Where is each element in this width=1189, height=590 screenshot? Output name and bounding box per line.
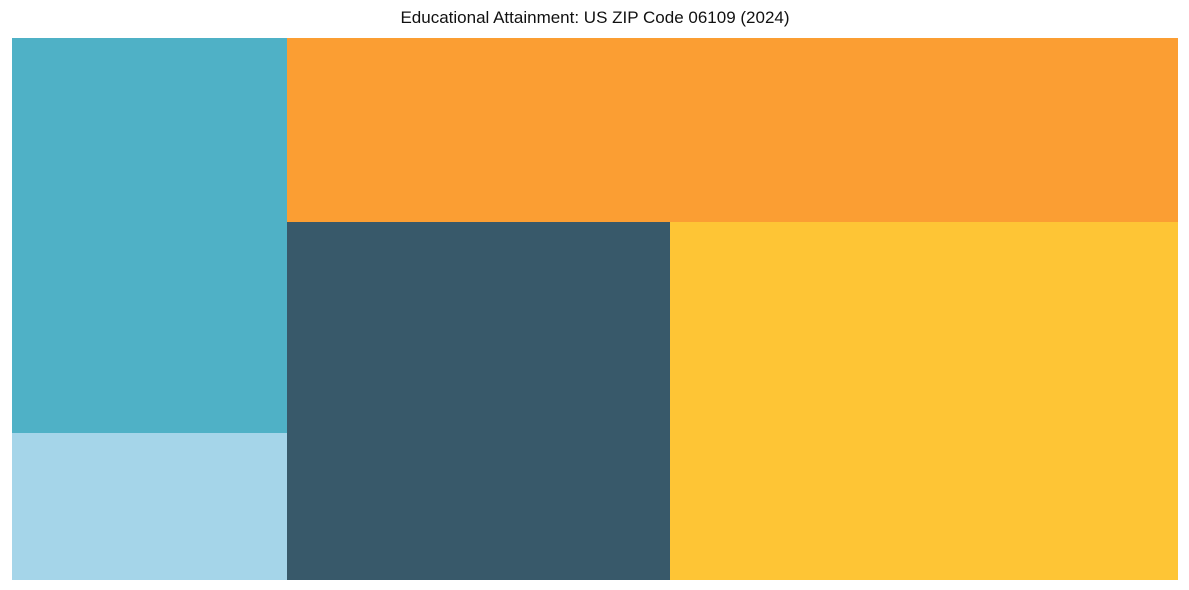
- treemap-tile-teal[interactable]: [12, 38, 287, 433]
- treemap-chart: [12, 38, 1178, 580]
- chart-title: Educational Attainment: US ZIP Code 0610…: [400, 8, 790, 27]
- treemap-tile-light-blue[interactable]: [12, 433, 287, 580]
- treemap-tile-dark-slate[interactable]: [287, 222, 670, 580]
- treemap-tile-yellow[interactable]: [670, 222, 1178, 580]
- treemap-tile-orange[interactable]: [287, 38, 1178, 222]
